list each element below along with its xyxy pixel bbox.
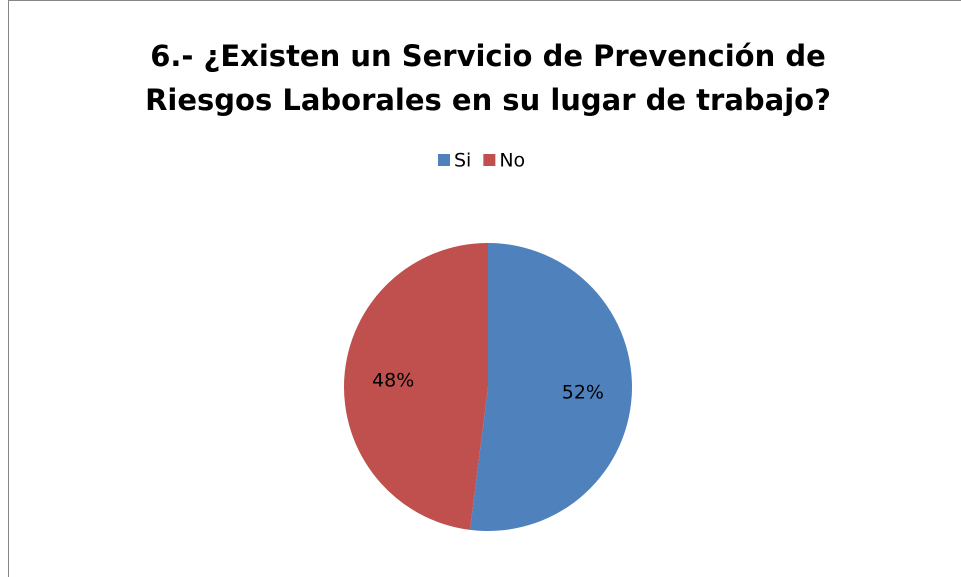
data-label: 48% <box>372 370 414 392</box>
legend-swatch <box>438 154 450 166</box>
pie-slice <box>344 243 488 530</box>
legend-label: No <box>499 150 525 172</box>
chart-title: 6.- ¿Existen un Servicio de Prevención d… <box>145 39 831 117</box>
legend-label: Si <box>454 150 471 172</box>
data-label: 52% <box>562 381 604 403</box>
pie-slice <box>469 243 633 531</box>
legend-swatch <box>483 154 496 166</box>
